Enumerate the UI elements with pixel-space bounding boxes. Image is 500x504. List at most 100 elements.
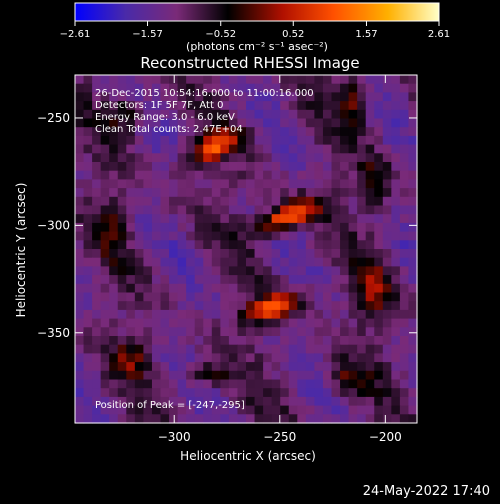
image-pixel [305,266,315,276]
image-pixel [211,362,221,372]
image-pixel [374,266,384,276]
image-pixel [374,362,384,372]
x-tick-label: −250 [263,430,296,444]
image-pixel [365,370,375,381]
image-pixel [83,362,93,372]
image-pixel [169,240,179,250]
image-pixel [126,266,136,276]
image-pixel [399,362,410,372]
image-pixel [399,283,410,294]
image-pixel [365,188,375,198]
image-pixel [134,118,144,128]
image-pixel [83,353,93,363]
image-pixel [382,344,392,354]
image-pixel [100,196,110,207]
image-pixel [117,144,127,154]
image-pixel [382,266,392,276]
image-pixel [382,83,392,93]
image-pixel [357,405,367,415]
image-pixel [228,231,239,241]
image-pixel [134,214,144,224]
image-pixel [348,327,358,337]
image-pixel [83,135,93,146]
image-pixel [288,370,298,381]
image-pixel [263,153,273,163]
image-pixel [305,83,315,93]
image-pixel [220,118,230,128]
image-pixel [391,170,401,180]
image-pixel [322,83,333,93]
image-pixel [263,362,273,372]
image-pixel [374,196,384,207]
image-pixel [169,275,179,285]
image-pixel [160,275,170,285]
image-pixel [271,153,281,163]
image-pixel [399,222,410,233]
image-pixel [83,405,93,415]
image-pixel [374,101,384,111]
image-pixel [177,327,187,337]
image-pixel [143,336,153,346]
image-pixel [340,144,350,154]
image-pixel [408,101,418,111]
image-pixel [169,179,179,189]
image-pixel [228,109,239,120]
image-pixel [151,240,162,250]
image-pixel [75,83,85,93]
image-pixel [186,283,196,294]
image-pixel [83,388,93,398]
image-pixel [92,362,102,372]
image-pixel [399,379,410,389]
image-pixel [75,292,85,302]
image-pixel [340,405,350,415]
image-pixel [92,188,102,198]
image-pixel [117,153,127,163]
image-pixel [374,162,384,172]
image-pixel [117,353,127,363]
image-pixel [340,257,350,267]
image-pixel [92,162,102,172]
image-pixel [305,162,315,172]
image-pixel [83,283,93,294]
image-pixel [280,170,290,180]
image-pixel [169,249,179,259]
image-pixel [280,318,290,328]
image-pixel [288,162,298,172]
image-pixel [374,170,384,180]
image-pixel [92,75,102,85]
image-pixel [75,370,85,381]
image-pixel [408,309,418,320]
image-pixel [151,170,162,180]
image-pixel [92,135,102,146]
image-pixel [297,179,307,189]
image-pixel [322,266,333,276]
image-pixel [75,231,85,241]
image-pixel [237,222,247,233]
image-pixel [211,327,221,337]
image-pixel [220,344,230,354]
image-pixel [280,379,290,389]
image-pixel [374,118,384,128]
image-pixel [83,170,93,180]
image-pixel [83,196,93,207]
image-pixel [220,309,230,320]
image-pixel [194,144,204,154]
image-pixel [75,266,85,276]
image-pixel [126,292,136,302]
image-pixel [126,309,136,320]
image-pixel [340,266,350,276]
image-pixel [408,118,418,128]
image-pixel [322,179,333,189]
image-pixel [237,249,247,259]
image-pixel [340,414,350,424]
image-pixel [100,153,110,163]
image-pixel [211,170,221,180]
image-pixel [160,405,170,415]
image-pixel [374,336,384,346]
image-pixel [271,109,281,120]
image-pixel [246,388,256,398]
image-pixel [391,196,401,207]
image-pixel [237,205,247,215]
image-pixel [357,266,367,276]
